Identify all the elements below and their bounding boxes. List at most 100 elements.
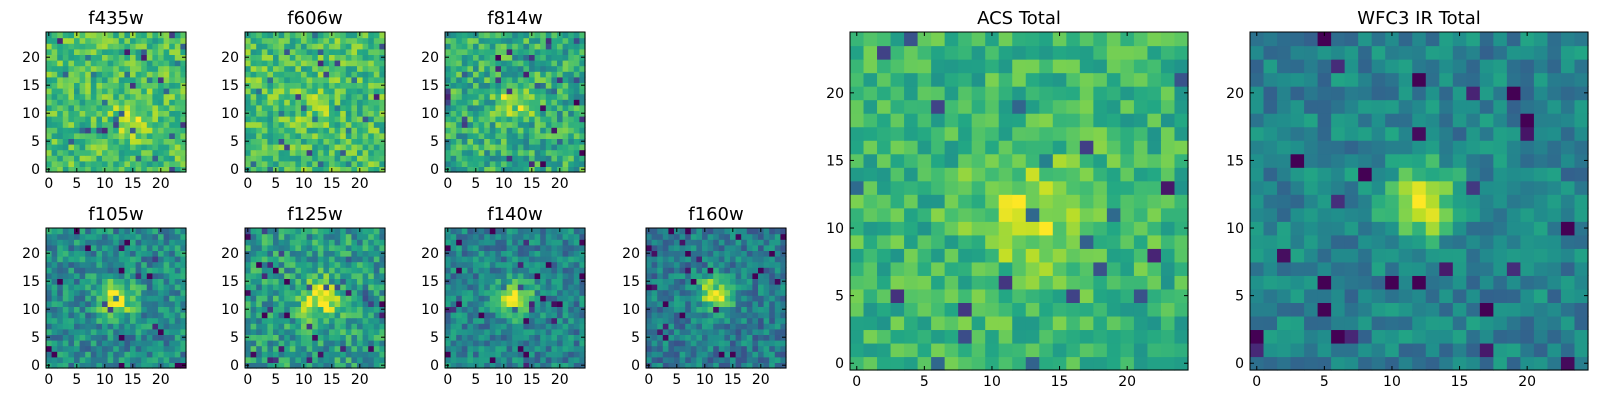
heatmap-cell	[379, 48, 386, 55]
heatmap-cell	[730, 351, 737, 358]
heatmap-cell	[506, 334, 513, 341]
heatmap-cell	[529, 144, 536, 151]
heatmap-cell	[107, 228, 114, 235]
heatmap-cell	[130, 144, 137, 151]
heatmap-cell	[295, 60, 302, 67]
heatmap-cell	[679, 362, 686, 369]
heatmap-cell	[489, 323, 496, 330]
heatmap-cell	[362, 88, 369, 95]
heatmap-cell	[74, 138, 81, 145]
heatmap-cell	[467, 278, 474, 285]
heatmap-cell	[931, 167, 946, 182]
heatmap-cell	[124, 323, 131, 330]
heatmap-cell	[323, 351, 330, 358]
heatmap-cell	[340, 138, 347, 145]
heatmap-cell	[484, 317, 491, 324]
heatmap-cell	[329, 323, 336, 330]
heatmap-cell	[340, 233, 347, 240]
heatmap-cell	[146, 328, 153, 335]
heatmap-cell	[506, 340, 513, 347]
heatmap-cell	[107, 300, 114, 307]
heatmap-cell	[850, 288, 865, 303]
heatmap-cell	[534, 261, 541, 268]
heatmap-cell	[1025, 194, 1040, 209]
heatmap-cell	[651, 233, 658, 240]
heatmap-cell	[890, 207, 905, 222]
heatmap-cell	[334, 82, 341, 89]
heatmap-cell	[1012, 356, 1027, 371]
heatmap-cell	[345, 228, 352, 235]
heatmap-cell	[357, 300, 364, 307]
heatmap-cell	[329, 54, 336, 61]
heatmap-cell	[467, 250, 474, 257]
heatmap-cell	[130, 121, 137, 128]
heatmap-cell	[256, 99, 263, 106]
heatmap-cell	[568, 121, 575, 128]
heatmap-cell	[512, 82, 519, 89]
heatmap-cell	[256, 323, 263, 330]
heatmap-cell	[568, 278, 575, 285]
heatmap-cell	[769, 328, 776, 335]
heatmap-cell	[696, 345, 703, 352]
heatmap-cell	[944, 342, 959, 358]
heatmap-cell	[1039, 180, 1054, 195]
heatmap-cell	[478, 345, 485, 352]
heatmap-cell	[79, 82, 86, 89]
heatmap-cell	[146, 323, 153, 330]
heatmap-cell	[312, 233, 319, 240]
heatmap-cell	[696, 334, 703, 341]
heatmap-cell	[357, 356, 364, 363]
heatmap-cell	[158, 71, 165, 78]
heatmap-cell	[250, 328, 257, 335]
heatmap-cell	[146, 127, 153, 134]
heatmap-cell	[679, 351, 686, 358]
heatmap-cell	[730, 233, 737, 240]
heatmap-cell	[904, 207, 919, 222]
heatmap-cell	[562, 144, 569, 151]
heatmap-cell	[373, 60, 380, 67]
heatmap-cell	[141, 284, 148, 291]
heatmap-cell	[317, 239, 324, 246]
heatmap-cell	[118, 272, 125, 279]
heatmap-cell	[351, 160, 358, 167]
heatmap-cell	[998, 221, 1013, 236]
heatmap-cell	[90, 267, 97, 274]
heatmap-cell	[46, 312, 53, 319]
heatmap-cell	[113, 71, 120, 78]
heatmap-cell	[707, 256, 714, 263]
heatmap-cell	[130, 351, 137, 358]
heatmap-cell	[113, 116, 120, 123]
heatmap-cell	[850, 207, 865, 222]
heatmap-cell	[373, 300, 380, 307]
heatmap-cell	[278, 93, 285, 100]
heatmap-cell	[473, 104, 480, 111]
heatmap-cell	[467, 340, 474, 347]
heatmap-cell	[713, 278, 720, 285]
heatmap-cell	[90, 76, 97, 83]
heatmap-cell	[523, 323, 530, 330]
heatmap-cell	[551, 284, 558, 291]
heatmap-cell	[130, 284, 137, 291]
x-tick-label: 15	[323, 372, 341, 388]
heatmap-cell	[379, 104, 386, 111]
heatmap-cell	[79, 261, 86, 268]
heatmap-cell	[557, 267, 564, 274]
heatmap-cell	[713, 362, 720, 369]
heatmap-cell	[245, 93, 252, 100]
heatmap-cell	[484, 272, 491, 279]
axes-frame	[244, 31, 386, 173]
heatmap-cell	[473, 239, 480, 246]
heatmap-cell	[306, 110, 313, 117]
heatmap-cell	[261, 60, 268, 67]
heatmap-cell	[124, 228, 131, 235]
heatmap-cell	[523, 76, 530, 83]
heatmap-cell	[323, 256, 330, 263]
heatmap-cell	[329, 244, 336, 251]
heatmap-cell	[146, 82, 153, 89]
heatmap-cell	[368, 99, 375, 106]
heatmap-cell	[301, 328, 308, 335]
heatmap-cell	[863, 356, 878, 371]
heatmap-cell	[523, 37, 530, 44]
heatmap-cell	[130, 345, 137, 352]
heatmap-cell	[579, 261, 586, 268]
